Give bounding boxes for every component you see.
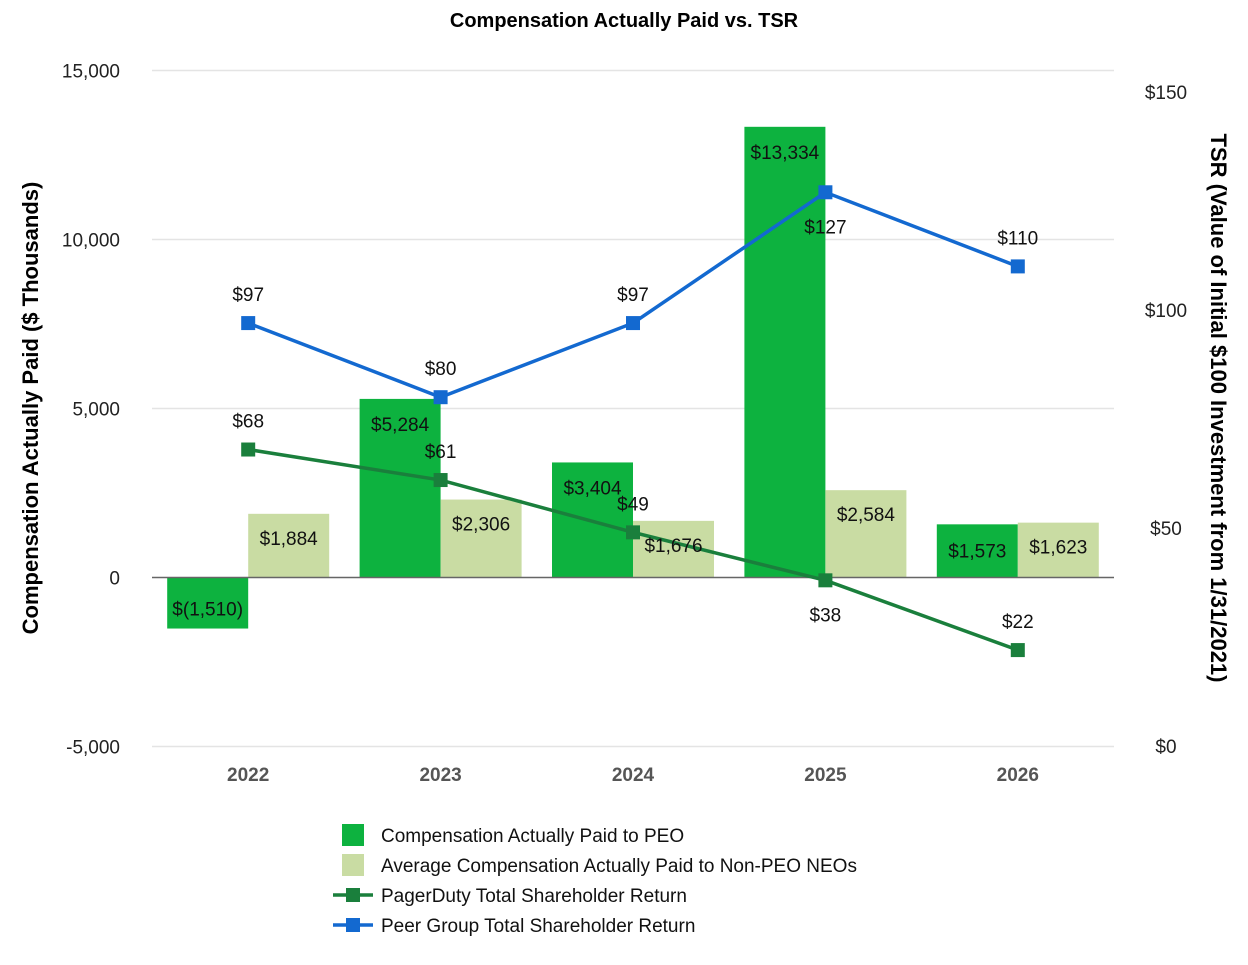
- bar-data-label: $1,884: [260, 529, 319, 550]
- line-data-label: $61: [425, 442, 457, 463]
- line-marker: [433, 390, 448, 405]
- y-left-tick-label: 10,000: [62, 231, 120, 252]
- y-right-axis-title: TSR (Value of Initial $100 Investment fr…: [1206, 134, 1231, 683]
- line-data-label: $110: [997, 228, 1038, 249]
- line-marker: [626, 316, 640, 331]
- bar: [1017, 522, 1099, 578]
- y-left-tick-label: 15,000: [62, 62, 120, 83]
- bar: [825, 490, 907, 578]
- line-data-label: $22: [1002, 612, 1034, 633]
- line-marker: [1010, 259, 1025, 274]
- line-marker: [626, 525, 640, 540]
- line-data-label: $97: [617, 285, 649, 306]
- x-tick-label: 2025: [804, 765, 847, 786]
- bar-data-label: $1,623: [1029, 538, 1087, 559]
- line-data-label: $68: [232, 412, 264, 433]
- y-right-tick-label: $50: [1150, 519, 1182, 540]
- x-tick-label: 2026: [997, 765, 1039, 786]
- y-left-axis-title: Compensation Actually Paid ($ Thousands): [18, 182, 43, 635]
- bars: [167, 126, 1099, 629]
- y-left-tick-label: 5,000: [72, 400, 120, 421]
- legend-label: Peer Group Total Shareholder Return: [381, 916, 695, 937]
- y-left-tick-label: 0: [109, 569, 120, 590]
- bar-data-label: $3,404: [563, 478, 622, 499]
- x-tick-label: 2023: [419, 765, 461, 786]
- line-data-label: $38: [810, 605, 842, 626]
- line-marker: [241, 316, 256, 331]
- line-marker: [241, 442, 256, 457]
- bar-data-label: $1,573: [948, 541, 1006, 562]
- legend-swatch-marker: [346, 918, 360, 932]
- y-left-tick-label: -5,000: [66, 738, 120, 759]
- legend-swatch: [342, 824, 364, 846]
- x-tick-label: 2024: [612, 765, 655, 786]
- line-data-label: $80: [425, 359, 457, 380]
- bar-data-label: $13,334: [751, 143, 820, 164]
- line-marker: [818, 185, 833, 200]
- y-right-tick-label: $150: [1145, 83, 1187, 104]
- y-right-tick-label: $0: [1155, 737, 1176, 758]
- line-marker: [818, 573, 833, 588]
- bar: [248, 513, 330, 578]
- gridlines: [152, 69, 1114, 748]
- line-data-label: $97: [232, 285, 264, 306]
- legend-label: Average Compensation Actually Paid to No…: [381, 856, 857, 877]
- bar: [167, 577, 249, 629]
- bar-data-label: $1,676: [644, 536, 702, 557]
- bar-data-label: $(1,510): [172, 600, 243, 621]
- bar: [440, 499, 522, 578]
- line-marker: [1010, 643, 1025, 658]
- bar: [936, 524, 1018, 578]
- y-right-tick-label: $100: [1145, 301, 1187, 322]
- line-marker: [433, 473, 448, 488]
- legend-label: PagerDuty Total Shareholder Return: [381, 886, 687, 907]
- chart-title: Compensation Actually Paid vs. TSR: [450, 10, 799, 32]
- bar-data-label: $2,306: [452, 515, 510, 536]
- legend-swatch: [342, 854, 364, 876]
- data-labels: $(1,510) $5,284 $3,404 $13,334 $1,573 $1,884 $…: [172, 143, 1087, 633]
- bar: [744, 126, 826, 578]
- axes: -5,000 0 5,000 10,000 15,000 $0 $50 $100 $150 202…: [62, 62, 1187, 787]
- line-data-label: $127: [804, 217, 846, 238]
- line-data-label: $49: [617, 494, 649, 515]
- lines: [241, 185, 1025, 658]
- bar-data-label: $2,584: [837, 505, 896, 526]
- legend: Compensation Actually Paid to PEO Average…: [333, 824, 857, 937]
- bar: [359, 398, 441, 578]
- legend-label: Compensation Actually Paid to PEO: [381, 826, 684, 847]
- legend-swatch-marker: [346, 888, 360, 902]
- bar-data-label: $5,284: [371, 415, 430, 436]
- x-tick-label: 2022: [227, 765, 269, 786]
